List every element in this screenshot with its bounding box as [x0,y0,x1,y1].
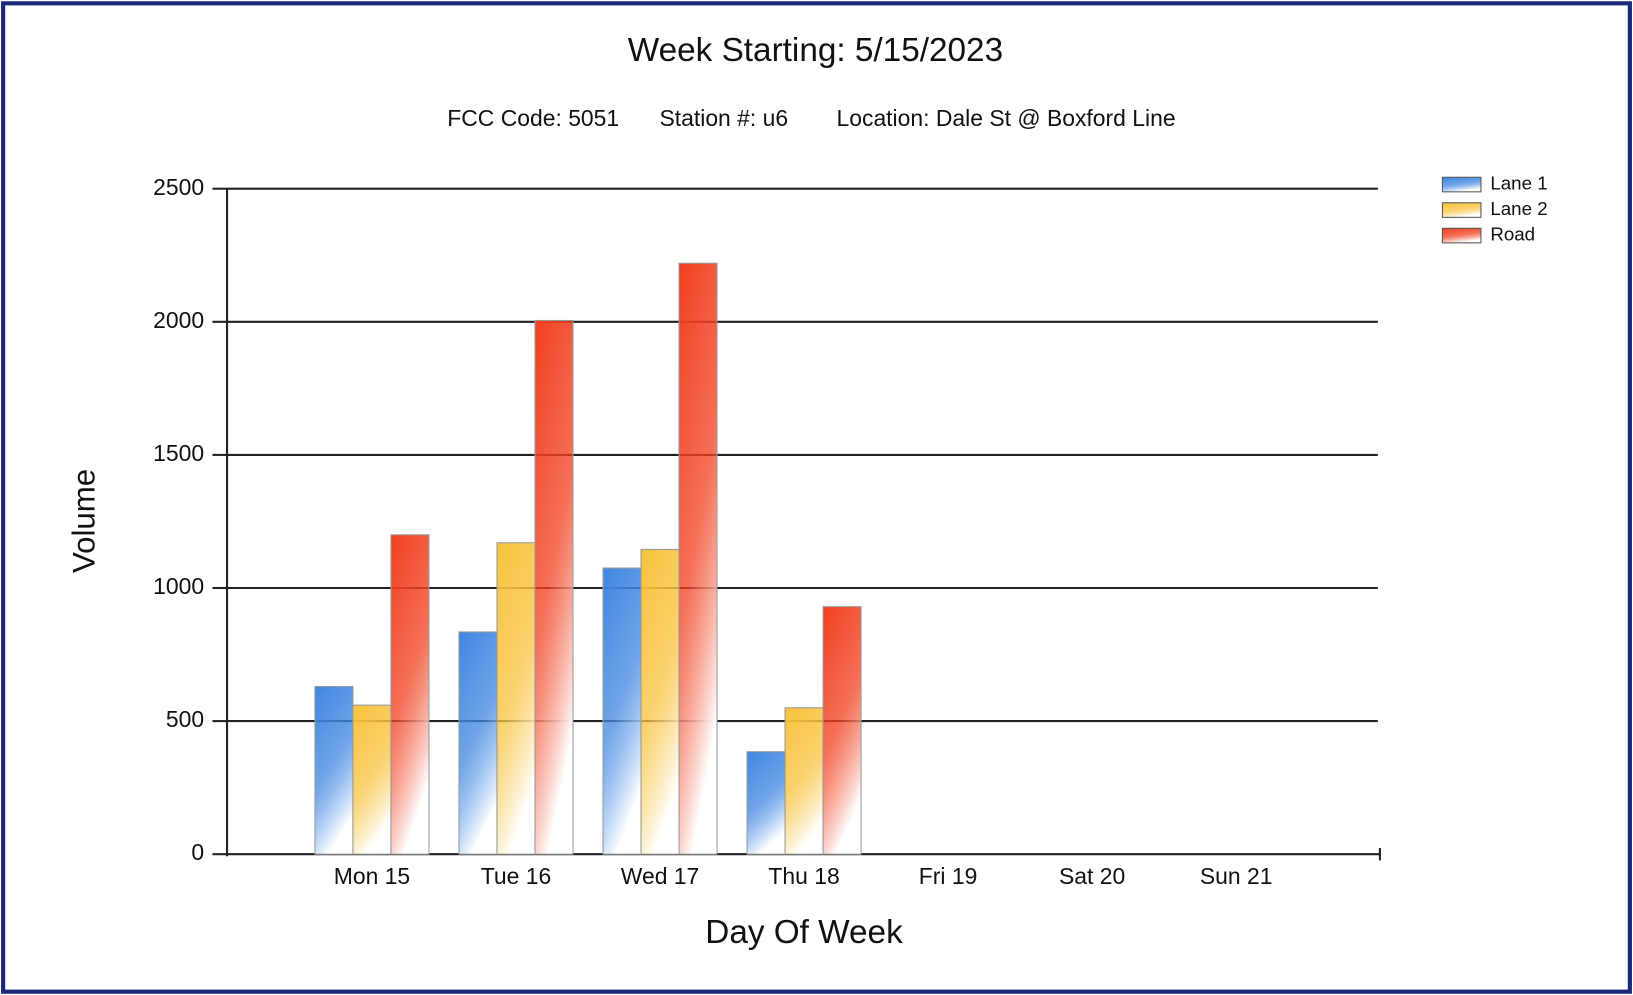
bar [640,548,680,855]
bar [458,631,498,855]
bar [602,567,642,855]
bar [534,319,574,855]
x-tick-label: Wed 17 [621,863,700,889]
y-axis-label: Volume [67,469,102,573]
x-tick-label: Fri 19 [919,863,978,889]
y-tick-label: 1500 [153,440,204,466]
bar [784,707,824,855]
legend-label: Road [1490,224,1535,245]
x-tick-label: Sat 20 [1059,863,1125,889]
bar [496,542,536,855]
y-tick-label: 2000 [153,307,204,333]
bar [746,751,786,855]
bar [352,704,392,855]
y-tick-label: 1000 [153,573,204,599]
x-tick-label: Sun 21 [1200,863,1273,889]
legend-label: Lane 1 [1490,172,1547,193]
subtitle: Location: Dale St @ Boxford Line [837,105,1176,131]
bar [678,262,718,855]
y-tick-label: 2500 [153,174,204,200]
bar [314,685,354,855]
legend-swatch [1441,202,1482,218]
bar [822,606,862,855]
x-axis-label: Day Of Week [705,914,903,951]
subtitle: Station #: u6 [659,105,788,131]
y-tick-label: 500 [166,706,204,732]
chart-title: Week Starting: 5/15/2023 [628,32,1003,69]
subtitle: FCC Code: 5051 [447,105,619,131]
legend-swatch [1441,176,1482,193]
x-tick-label: Thu 18 [768,863,839,889]
legend-swatch [1441,227,1482,244]
bar [390,534,430,855]
y-tick-label: 0 [191,839,204,865]
x-tick-label: Tue 16 [481,863,551,889]
x-tick-label: Mon 15 [334,863,410,889]
legend-label: Lane 2 [1490,198,1547,219]
